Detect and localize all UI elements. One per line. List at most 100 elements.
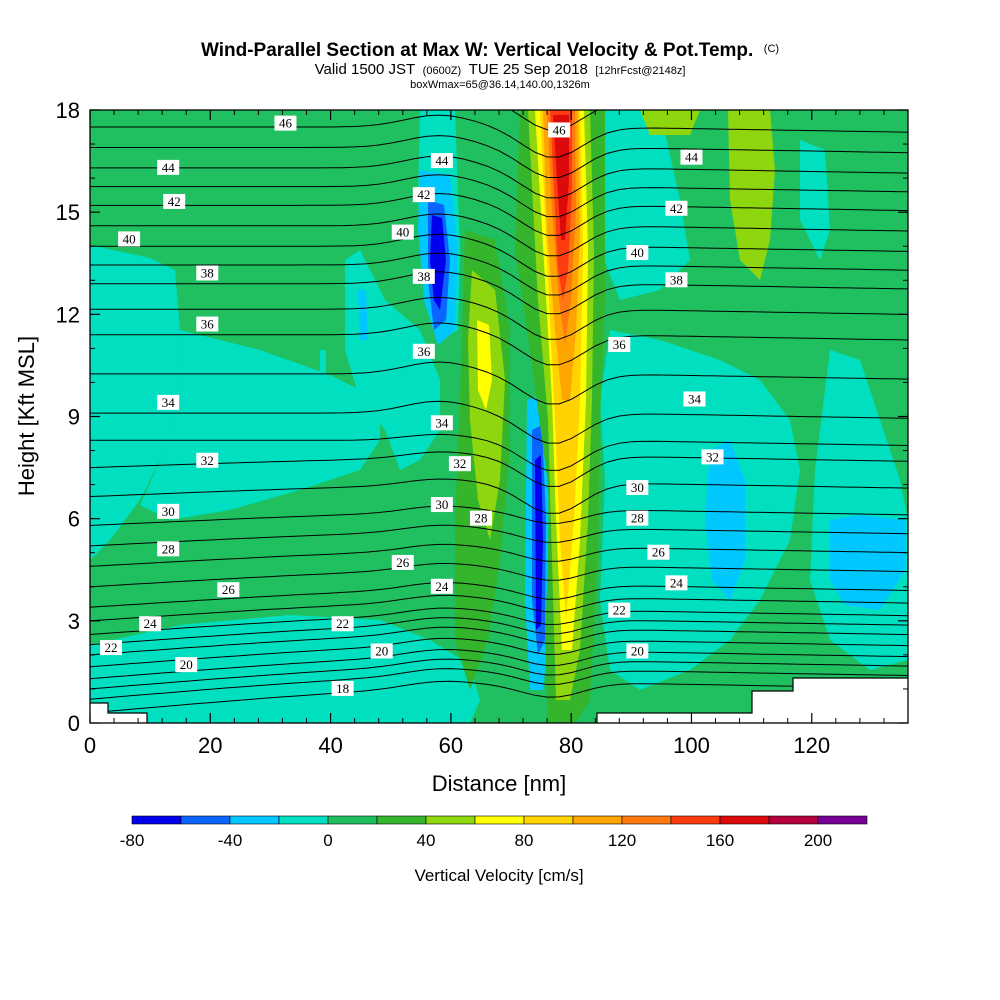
colorbar-label: Vertical Velocity [cm/s]: [414, 866, 583, 885]
y-tick-label: 9: [68, 405, 80, 430]
plot-area: 46 46 44 44 44 42 42 42 40 40 40 38 38 38 36 36 36 34 34 34…: [90, 110, 908, 723]
x-axis: 0 20 40 60 80 100 120: [84, 110, 909, 758]
colorbar-swatch: [327, 815, 378, 825]
isentrope-label: 34: [162, 395, 176, 410]
isentrope-line: [90, 680, 908, 714]
velocity-field-yellow-column: [477, 320, 492, 410]
colorbar-tick-label: 160: [706, 831, 734, 850]
y-tick-label: 12: [56, 302, 80, 327]
isentrope-label: 38: [670, 272, 683, 287]
isentrope-label: 42: [417, 187, 430, 202]
isentrope-label-bg: [626, 643, 649, 659]
isentrope-label-bg: [196, 452, 219, 468]
colorbar-swatch: [768, 815, 819, 825]
isentrope-label: 32: [453, 456, 466, 471]
isentrope-label: 46: [279, 116, 293, 131]
isentrope-line: [90, 617, 908, 646]
isentrope-label-bg: [391, 224, 414, 240]
colorbar-swatch: [278, 815, 329, 825]
isentrope-label-bg: [608, 602, 631, 618]
colorbar-tick-label: 120: [608, 831, 636, 850]
colorbar-swatch: [621, 815, 672, 825]
isentrope-label: 18: [336, 681, 349, 696]
isentrope-label-bg: [469, 510, 492, 526]
colorbar-swatch: [572, 815, 623, 825]
isentrope-label: 42: [670, 201, 683, 216]
isentrope-line: [90, 155, 908, 199]
isentrope-line: [90, 114, 908, 158]
isentrope-line: [90, 563, 908, 588]
isentrope-label: 40: [631, 245, 644, 260]
isentrope-label: 44: [685, 150, 699, 165]
x-tick-label: 20: [198, 733, 222, 758]
isentrope-label: 44: [162, 160, 176, 175]
isentrope-line: [90, 361, 908, 405]
colorbar-swatch: [229, 815, 280, 825]
isentrope-label: 24: [435, 579, 449, 594]
velocity-field-teal-right2: [600, 110, 690, 300]
x-axis-label: Distance [nm]: [432, 771, 567, 796]
isentrope-line: [90, 543, 908, 567]
colorbar-tick-label: 80: [515, 831, 534, 850]
y-tick-label: 15: [56, 200, 80, 225]
isentrope-label-bg: [331, 616, 354, 632]
colorbar-swatch: [425, 815, 476, 825]
isentrope-label: 34: [688, 391, 702, 406]
colorbar: -80 -40 0 40 80 120 160 200: [120, 815, 868, 850]
isentrope-label-bg: [274, 115, 297, 131]
isentrope-label: 36: [201, 317, 215, 332]
velocity-field-teal-lower: [90, 615, 480, 723]
isentrope-label-bg: [217, 582, 240, 598]
isentrope-label-bg: [430, 497, 453, 513]
isentrope-label-bg: [412, 268, 435, 284]
isentrope-label: 40: [396, 225, 409, 240]
isentrope-label: 28: [474, 511, 487, 526]
velocity-field-teal-sliver: [320, 350, 326, 390]
isentrope-label-bg: [175, 657, 198, 673]
chart-title: Wind-Parallel Section at Max W: Vertical…: [201, 40, 779, 61]
isentrope-label-bg: [157, 394, 180, 410]
isentrope-label-bg: [139, 616, 162, 632]
colorbar-swatch: [817, 815, 868, 825]
isentrope-line: [90, 433, 908, 471]
isentrope-label-bg: [683, 391, 706, 407]
isentrope-label: 30: [162, 504, 175, 519]
isentrope-label: 38: [417, 269, 430, 284]
isentrope-label: 28: [162, 541, 175, 556]
isentropes: [90, 110, 908, 714]
isentrope-label-bg: [430, 578, 453, 594]
isentrope-label: 30: [631, 480, 644, 495]
isentrope-label: 46: [553, 122, 567, 137]
x-tick-label: 40: [318, 733, 342, 758]
isentrope-label-bg: [412, 187, 435, 203]
colorbar-swatch: [474, 815, 525, 825]
isentrope-line: [90, 505, 908, 526]
velocity-field-darkblue-updraft-edge: [535, 455, 543, 630]
colorbar-tick-label: -40: [218, 831, 243, 850]
isentrope-line: [90, 478, 908, 514]
colorbar-swatch: [131, 815, 182, 825]
isentrope-label: 44: [435, 153, 449, 168]
isentrope-label-bg: [196, 265, 219, 281]
isentrope-label-bg: [626, 510, 649, 526]
velocity-field-cyan-right-blob: [705, 440, 745, 600]
colorbar-swatch: [376, 815, 427, 825]
isentrope-label-bg: [331, 680, 354, 696]
isentrope-label: 20: [631, 643, 644, 658]
isentrope-label-bg: [626, 480, 649, 496]
isentrope-label-bg: [430, 415, 453, 431]
isentrope-label: 42: [168, 194, 181, 209]
isentrope-label-bg: [448, 456, 471, 472]
isentrope-label-bg: [548, 122, 571, 138]
colorbar-tick-label: -80: [120, 831, 145, 850]
isentrope-line: [90, 607, 908, 635]
x-tick-label: 100: [673, 733, 710, 758]
isentrope-line: [90, 648, 908, 680]
isentrope-line: [90, 296, 908, 340]
isentrope-label-bg: [100, 640, 123, 656]
isentrope-label-bg: [391, 554, 414, 570]
isentrope-label-bg: [647, 544, 670, 560]
isentrope-label: 20: [180, 657, 193, 672]
isentrope-line: [90, 626, 908, 656]
isentrope-labels: 46 46 44 44 44 42 42 42 40 40 40 38 38 38 36 36 36 34 34 34…: [100, 115, 724, 696]
